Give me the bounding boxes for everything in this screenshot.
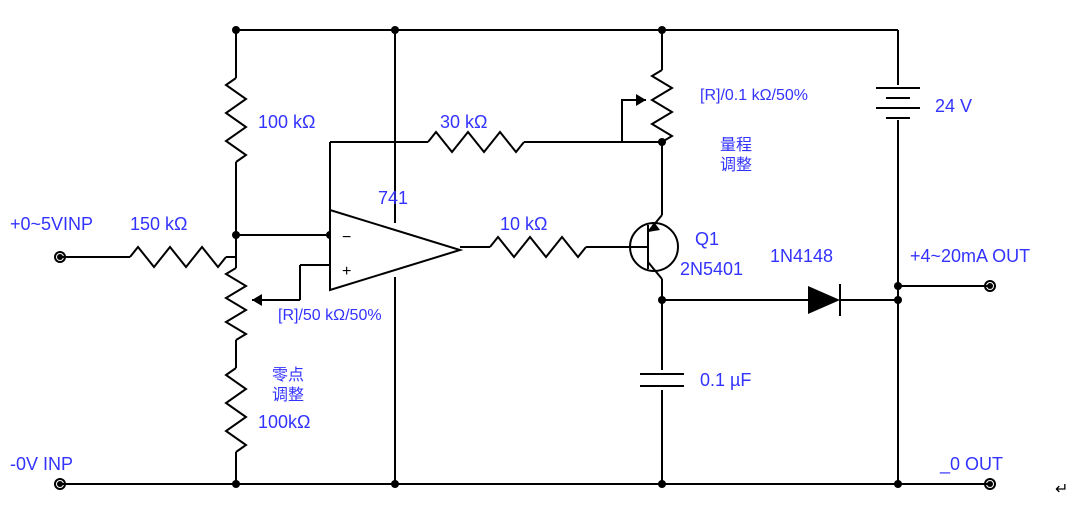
label-pot-zero: [R]/50 kΩ/50%: [278, 307, 382, 324]
label-c1: 0.1 µF: [700, 370, 751, 390]
opamp-741: − + 741: [330, 188, 460, 290]
label-r-10k: 10 kΩ: [500, 214, 547, 234]
label-q1-part: 2N5401: [680, 259, 743, 279]
node-7b: [894, 282, 902, 290]
label-pot-zero-ann1: 零点: [272, 366, 304, 384]
label-in-neg: -0V INP: [10, 454, 73, 474]
node-10: [658, 480, 666, 488]
circuit-schematic: +0~5VINP -0V INP +4~20mA OUT _0 OUT 150 …: [0, 0, 1079, 516]
label-r-30k: 30 kΩ: [440, 112, 487, 132]
svg-text:+: +: [342, 263, 351, 280]
label-r-100k-bot: 100kΩ: [258, 412, 311, 432]
node-1: [232, 26, 240, 34]
svg-text:−: −: [342, 229, 351, 246]
label-pot-range-ann2: 调整: [720, 156, 752, 174]
q1-transistor: Q1 2N5401: [630, 200, 743, 300]
d1-diode: 1N4148: [770, 246, 860, 316]
label-out-pos: +4~20mA OUT: [910, 246, 1030, 266]
r-100k-top: 100 kΩ: [226, 55, 316, 170]
label-out-neg: _0 OUT: [939, 454, 1003, 475]
label-opamp: 741: [378, 188, 408, 208]
node-8: [232, 480, 240, 488]
node-4: [232, 231, 240, 239]
cursor-arrow-icon: ↵: [1055, 481, 1068, 498]
node-2: [391, 26, 399, 34]
node-11: [894, 480, 902, 488]
r-input: 150 kΩ: [105, 214, 236, 267]
label-r-100k-top: 100 kΩ: [258, 112, 316, 132]
label-d1: 1N4148: [770, 246, 833, 266]
label-q1: Q1: [695, 229, 719, 249]
node-9: [391, 480, 399, 488]
r-30k: 30 kΩ: [400, 112, 560, 152]
label-pot-range-ann1: 量程: [720, 136, 752, 154]
label-pot-zero-ann2: 调整: [272, 386, 304, 404]
node-3: [658, 26, 666, 34]
v24-battery: 24 V: [876, 88, 972, 118]
r-10k: 10 kΩ: [470, 214, 595, 257]
label-v24: 24 V: [935, 96, 972, 116]
node-7: [894, 296, 902, 304]
c1-capacitor: 0.1 µF: [640, 370, 751, 390]
label-in-pos: +0~5VINP: [10, 214, 93, 234]
label-pot-range: [R]/0.1 kΩ/50%: [700, 87, 808, 104]
label-r-input: 150 kΩ: [130, 214, 188, 234]
